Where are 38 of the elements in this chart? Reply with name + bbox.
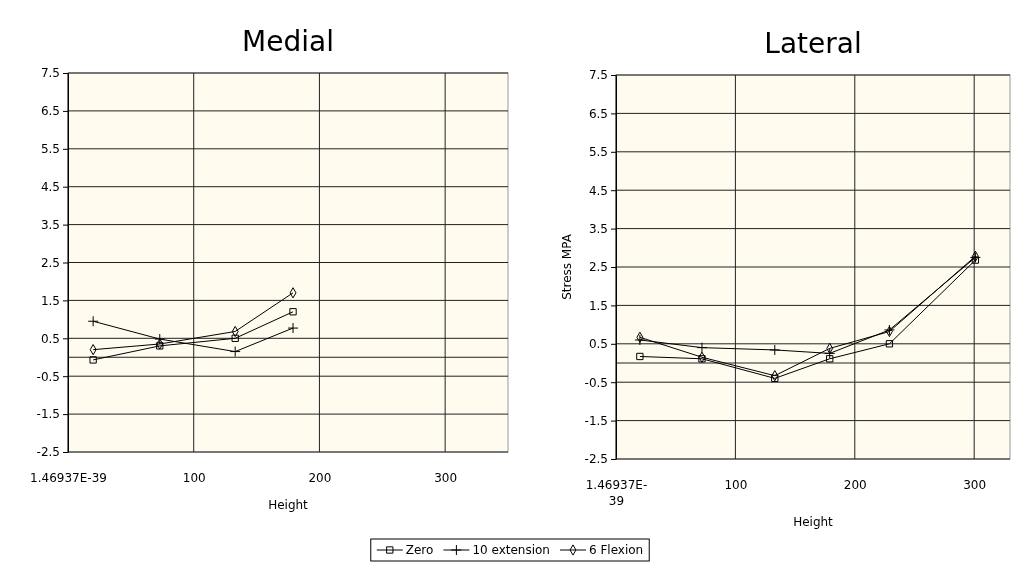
y-axis-title: Stress MPA bbox=[560, 233, 574, 300]
x-tick-label: 1.46937E- 39 bbox=[585, 478, 648, 508]
y-tick-label: 2.5 bbox=[588, 260, 608, 275]
x-tick-label: 200 bbox=[843, 478, 867, 492]
y-tick-label: 0.5 bbox=[588, 337, 608, 352]
legend-label: 10 extension bbox=[472, 543, 550, 557]
y-tick-label: -0.5 bbox=[36, 369, 60, 384]
y-tick-label: 5.5 bbox=[40, 142, 60, 157]
y-tick-label: 2.5 bbox=[40, 255, 60, 270]
y-tick-label: 0.5 bbox=[40, 331, 60, 346]
x-tick-label: 100 bbox=[724, 478, 748, 492]
x-tick-label: 200 bbox=[308, 471, 332, 485]
chart-title: Lateral bbox=[764, 27, 862, 60]
y-tick-label: 6.5 bbox=[40, 104, 60, 119]
x-tick-label: 100 bbox=[182, 471, 206, 485]
y-tick-label: -1.5 bbox=[584, 413, 608, 428]
x-axis-title: Height bbox=[268, 498, 309, 512]
x-axis-title: Height bbox=[793, 515, 834, 529]
y-tick-label: 7.5 bbox=[588, 68, 608, 83]
y-tick-label: 5.5 bbox=[588, 145, 608, 160]
x-tick-label: 300 bbox=[963, 478, 987, 492]
y-tick-label: -2.5 bbox=[584, 452, 608, 467]
y-tick-label: 4.5 bbox=[40, 180, 60, 195]
legend-label: Zero bbox=[405, 543, 434, 557]
y-tick-label: 4.5 bbox=[588, 183, 608, 198]
legend-label: 6 Flexion bbox=[588, 543, 644, 557]
chart-title: Medial bbox=[242, 25, 334, 58]
x-tick-label: 1.46937E-39 bbox=[30, 471, 107, 485]
y-tick-label: 3.5 bbox=[588, 221, 608, 236]
y-tick-label: -2.5 bbox=[36, 445, 60, 460]
y-tick-label: 6.5 bbox=[588, 106, 608, 121]
y-tick-label: -1.5 bbox=[36, 407, 60, 422]
y-tick-label: 1.5 bbox=[40, 293, 60, 308]
y-tick-label: 7.5 bbox=[40, 66, 60, 81]
y-tick-label: 1.5 bbox=[588, 298, 608, 313]
y-tick-label: 3.5 bbox=[40, 217, 60, 232]
x-tick-label: 300 bbox=[434, 471, 458, 485]
y-tick-label: -0.5 bbox=[584, 375, 608, 390]
